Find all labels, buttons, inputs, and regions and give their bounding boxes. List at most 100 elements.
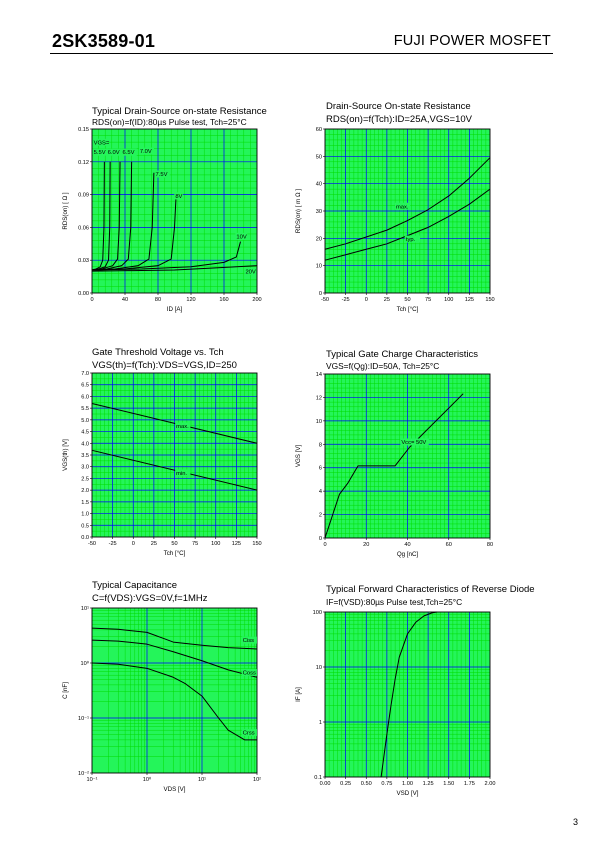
plot-area: 0.00 0.25 0.50 0.75 1.00 1.25 1.50 1.75 2.00 0.1 1…: [295, 610, 495, 797]
y-tick-label: 0: [319, 536, 322, 542]
x-axis-label: Tch [°C]: [397, 306, 419, 313]
x-tick-label: 200: [252, 297, 261, 303]
series-line: [91, 265, 258, 272]
y-tick-label: 5.0: [81, 418, 89, 424]
x-tick-label: 50: [171, 541, 177, 547]
x-tick-label: 1.00: [402, 781, 413, 787]
annotation-label: typ.: [406, 237, 416, 243]
x-tick-label: 2.00: [485, 781, 496, 787]
x-tick-label: 0: [132, 541, 135, 547]
series-line: [324, 157, 491, 250]
x-tick-label: 150: [485, 297, 494, 303]
major-grid: [92, 129, 257, 293]
plot-area: 10⁻¹ 10⁰ 10¹ 10² 10⁻² 10⁻¹ 10⁰ 10¹ VDS [V] C [nF]…: [62, 606, 261, 793]
annotation-label: min.: [176, 471, 187, 477]
y-tick-label: 0.06: [78, 225, 89, 231]
x-axis-label: VSD [V]: [396, 790, 418, 797]
chart-subtitle: RDS(on)=f(Tch):ID=25A,VGS=10V: [326, 114, 472, 125]
y-axis-label: RDS(on) [ m Ω ]: [295, 189, 302, 233]
plot-area: 0 40 80 120 160 200 0.00 0.03 0.06 0.09 0.12 0.15 ID…: [62, 127, 262, 313]
y-tick-label: 2.0: [81, 488, 89, 494]
y-tick-label: 0.5: [81, 523, 89, 529]
x-tick-label: 10²: [253, 777, 261, 783]
y-tick-label: 0.03: [78, 258, 89, 264]
header-rule: [50, 53, 553, 54]
y-tick-label: 100: [313, 610, 322, 616]
y-tick-label: 0: [319, 291, 322, 297]
major-grid: [325, 129, 490, 293]
x-tick-label: 80: [487, 542, 493, 548]
x-tick-label: 40: [122, 297, 128, 303]
major-grid: [325, 612, 490, 777]
annotation-label: 20V: [245, 269, 255, 275]
y-tick-label: 10: [316, 419, 322, 425]
y-tick-label: 3.5: [81, 453, 89, 459]
x-tick-label: -50: [88, 541, 96, 547]
page-number: 3: [572, 817, 578, 827]
series-line: [380, 611, 438, 778]
plot-frame: [91, 607, 258, 774]
annotation-label: VGS=: [94, 140, 110, 146]
chart-title: Typical Forward Characteristics of Rever…: [326, 584, 535, 595]
chart-subtitle: C=f(VDS):VGS=0V,f=1MHz: [92, 593, 208, 604]
plot-frame: [91, 128, 258, 294]
y-tick-label: 50: [316, 154, 322, 160]
y-axis-label: VGS [V]: [295, 445, 302, 468]
y-tick-label: 10⁰: [81, 660, 90, 667]
annotation-label: 7.0V: [140, 149, 152, 155]
annotation-label: 6.5V: [123, 150, 135, 156]
x-tick-label: 10⁰: [143, 776, 152, 783]
x-tick-label: 25: [151, 541, 157, 547]
annotation-label: 5.5V: [94, 150, 106, 156]
annotation-label: 6.0V: [108, 150, 120, 156]
chart-title: Typical Capacitance: [92, 580, 178, 591]
x-tick-label: 10⁻¹: [86, 777, 97, 783]
x-tick-label: 0: [90, 297, 93, 303]
y-axis-label: C [nF]: [62, 682, 69, 699]
plot-background: [92, 608, 257, 773]
series-line: [91, 627, 258, 650]
x-tick-label: -25: [342, 297, 350, 303]
series-line: [91, 662, 257, 741]
x-tick-label: 100: [444, 297, 453, 303]
x-tick-label: 125: [232, 541, 241, 547]
x-tick-label: 1.75: [464, 781, 475, 787]
y-tick-label: 4.5: [81, 430, 89, 436]
x-tick-label: 1.25: [423, 781, 434, 787]
major-grid: [92, 608, 257, 773]
x-tick-label: 0: [365, 297, 368, 303]
x-tick-label: 10¹: [198, 777, 206, 783]
annotation-label: max.: [396, 204, 409, 210]
y-tick-label: 0.12: [78, 160, 89, 166]
y-tick-label: 10⁻²: [78, 771, 89, 777]
x-tick-label: 0.00: [320, 781, 331, 787]
annotation-label: Vcc= 50V: [401, 440, 426, 446]
y-tick-label: 40: [316, 182, 322, 188]
annotation-label: Coss: [243, 670, 256, 676]
chart-svg: 0 40 80 120 160 200 0.00 0.03 0.06 0.09 0.12 0.15 ID…: [62, 127, 262, 313]
chart-subtitle: VGS=f(Qg):ID=50A, Tch=25°C: [326, 361, 440, 371]
y-tick-label: 7.0: [81, 371, 89, 377]
y-tick-label: 10: [316, 665, 322, 671]
series-line: [324, 393, 464, 539]
x-tick-label: 20: [363, 542, 369, 548]
y-axis-label: RDS(on) [ Ω ]: [62, 192, 69, 230]
y-tick-label: 14: [316, 372, 322, 378]
y-tick-label: 6.0: [81, 394, 89, 400]
chart-subtitle: VGS(th)=f(Tch):VDS=VGS,ID=250: [92, 360, 237, 371]
y-tick-label: 10⁻¹: [78, 716, 89, 722]
plot-area: -50 -25 0 25 50 75 100 125 150 0.0 0.5 1.0 1.5 2.0 2.5…: [62, 371, 262, 557]
x-tick-label: 100: [211, 541, 220, 547]
x-tick-label: 0.25: [340, 781, 351, 787]
part-number: 2SK3589-01: [52, 31, 156, 51]
brand-title: FUJI POWER MOSFET: [393, 33, 551, 49]
x-tick-label: 1.50: [443, 781, 454, 787]
y-tick-label: 0.00: [78, 291, 89, 297]
series-line: [91, 402, 258, 444]
y-tick-label: 12: [316, 395, 322, 401]
y-tick-label: 2.5: [81, 476, 89, 482]
y-tick-label: 0.09: [78, 193, 89, 199]
x-axis-label: ID [A]: [167, 306, 183, 313]
y-tick-label: 4.0: [81, 441, 89, 447]
plot-area: 0 20 40 60 80 0 2 4 6 8 10 12 14 Qg [nC] VGS [V] Vcc= 5…: [295, 372, 493, 558]
